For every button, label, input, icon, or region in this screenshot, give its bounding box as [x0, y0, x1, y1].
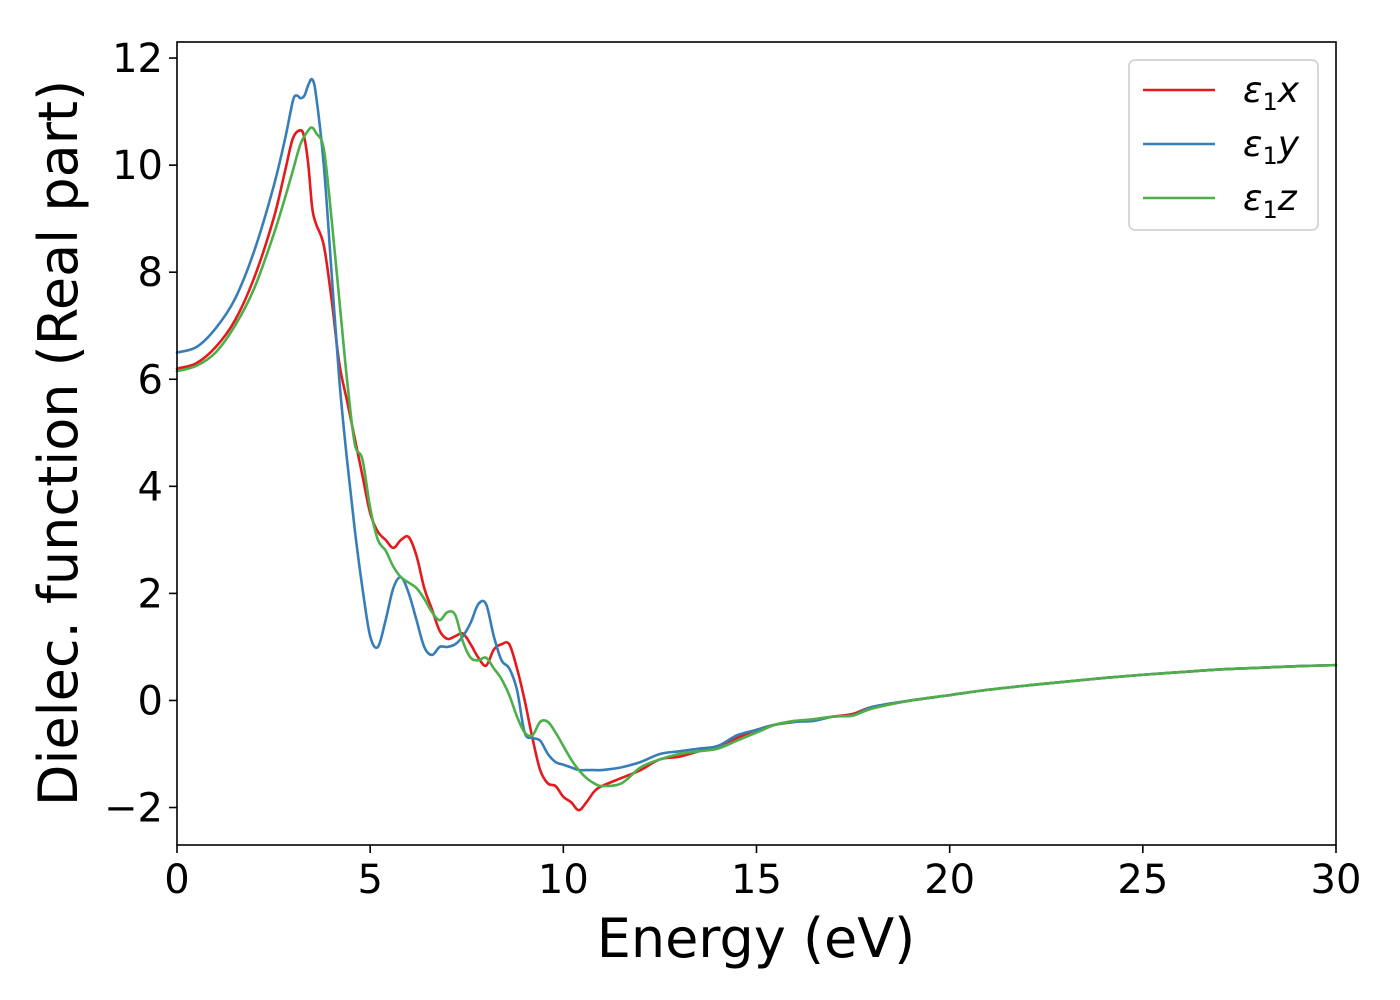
x-tick-label: 5: [357, 857, 382, 903]
y-tick-label: 8: [138, 250, 163, 296]
x-tick-label: 20: [924, 857, 975, 903]
y-tick-label: 0: [138, 678, 163, 724]
y-axis-ticks: −2 0 2 4 6 8 10 12: [104, 36, 177, 832]
series-layer: [175, 77, 1338, 812]
x-tick-label: 10: [538, 857, 589, 903]
y-tick-label: 10: [112, 143, 163, 189]
legend-box: [1128, 59, 1319, 231]
series-line-z: [175, 126, 1338, 788]
legend-label-z: ε1z: [1243, 178, 1298, 224]
y-tick-label: 4: [138, 464, 163, 510]
x-axis-title: Energy (eV): [597, 907, 916, 970]
x-tick-label: 25: [1117, 857, 1168, 903]
x-tick-label: 15: [731, 857, 782, 903]
y-tick-label: 12: [112, 36, 163, 82]
x-tick-label: 30: [1311, 857, 1362, 903]
x-tick-label: 0: [164, 857, 189, 903]
legend: ε1x ε1y ε1z: [1128, 59, 1319, 231]
legend-label-y: ε1y: [1243, 124, 1300, 170]
y-tick-label: 2: [138, 571, 163, 617]
y-tick-label: 6: [138, 357, 163, 403]
y-tick-label: −2: [104, 786, 163, 832]
legend-label-x: ε1x: [1243, 70, 1300, 116]
x-axis-ticks: 0 5 10 15 20 25 30: [164, 845, 1361, 903]
y-axis-title: Dielec. function (Real part): [27, 80, 90, 806]
